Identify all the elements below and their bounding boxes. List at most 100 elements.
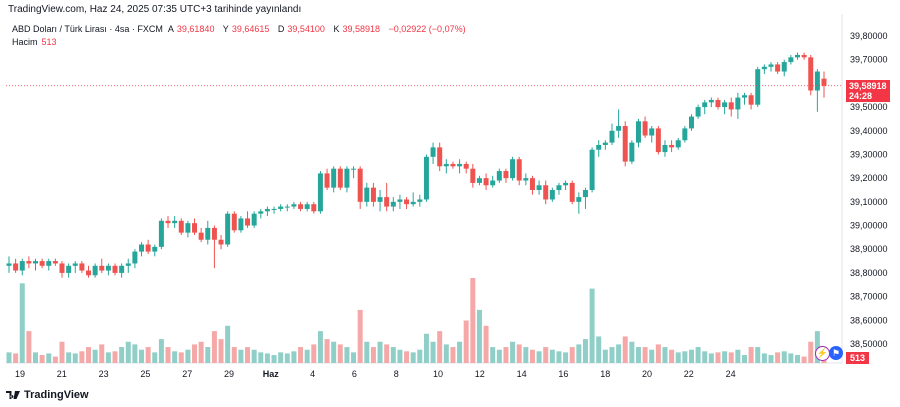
candle-body <box>715 99 721 108</box>
volume-bar <box>410 352 416 363</box>
volume-bar <box>6 352 12 363</box>
candle-body <box>145 244 151 252</box>
volume-bar <box>443 344 449 363</box>
candle-body <box>384 197 390 207</box>
volume-bar <box>178 352 184 363</box>
volume-bar <box>317 331 323 363</box>
candle-body <box>602 142 608 145</box>
volume-bar <box>483 325 489 363</box>
volume-bar <box>642 347 648 363</box>
candle-body <box>278 206 284 209</box>
x-tick-label: 27 <box>182 369 192 379</box>
candle-body <box>669 144 675 148</box>
candle-body <box>529 178 535 190</box>
volume-bar <box>145 347 151 363</box>
volume-bar <box>781 351 787 363</box>
x-tick-label: 19 <box>15 369 25 379</box>
volume-bar <box>735 349 741 363</box>
volume-bar <box>708 353 714 363</box>
volume-bar <box>72 353 78 363</box>
candle-body <box>324 173 330 188</box>
candle-body <box>523 178 529 181</box>
candle-body <box>337 168 343 188</box>
volume-bar <box>516 344 522 363</box>
y-tick-label: 38,60000 <box>850 315 888 325</box>
volume-bar <box>602 349 608 363</box>
volume-bar <box>775 352 781 363</box>
bar-countdown: 24:28 <box>849 90 873 101</box>
candle-body <box>808 57 814 91</box>
candle-body <box>496 171 502 181</box>
volume-bar <box>662 347 668 363</box>
volume-bar <box>695 347 701 363</box>
volume-bar <box>616 344 622 363</box>
symbol-name[interactable]: ABD Doları / Türk Lirası · 4sa · FXCM <box>12 24 163 34</box>
candle-body <box>417 199 423 202</box>
flag-event-icon[interactable]: ⚑ <box>829 346 843 360</box>
candle-body <box>264 208 270 212</box>
candle-body <box>649 128 655 136</box>
candle-body <box>304 204 310 209</box>
volume-bar <box>741 355 747 363</box>
y-tick-label: 39,40000 <box>850 126 888 136</box>
volume-bar <box>46 353 52 363</box>
candle-body <box>821 78 827 86</box>
volume-bar <box>52 356 58 363</box>
volume-legend: Hacim 513 <box>12 37 57 47</box>
tradingview-logo-icon <box>6 391 20 399</box>
volume-bar <box>423 333 429 363</box>
volume-bar <box>337 344 343 363</box>
y-tick-label: 39,10000 <box>850 197 888 207</box>
volume-bar <box>688 349 694 363</box>
volume-bar <box>377 341 383 363</box>
candle-body <box>629 142 635 162</box>
candle-body <box>728 102 734 110</box>
volume-bar <box>298 347 304 363</box>
x-tick-label: 29 <box>224 369 234 379</box>
volume-label[interactable]: Hacim <box>12 37 38 47</box>
last-price-tag: 39,58918 24:28 <box>846 79 890 102</box>
candle-body <box>470 168 476 183</box>
volume-bar <box>569 347 575 363</box>
volume-value: 513 <box>41 37 57 47</box>
candle-body <box>198 232 204 240</box>
candle-body <box>298 204 304 209</box>
high-label: Y <box>222 24 229 34</box>
candle-body <box>125 263 131 266</box>
candle-body <box>172 220 178 224</box>
volume-bar <box>357 309 363 363</box>
candle-body <box>258 211 264 214</box>
tradingview-footer[interactable]: TradingView <box>6 389 89 401</box>
volume-bar <box>761 353 767 363</box>
candle-body <box>370 187 376 202</box>
candle-body <box>437 147 443 167</box>
volume-bar <box>231 347 237 363</box>
candle-body <box>39 261 45 266</box>
candle-body <box>635 121 641 143</box>
candle-body <box>543 185 549 200</box>
candle-body <box>775 64 781 72</box>
candle-body <box>814 71 820 91</box>
volume-bar <box>185 349 191 363</box>
volume-bar <box>278 352 284 363</box>
volume-bar <box>629 341 635 363</box>
volume-bar <box>490 347 496 363</box>
volume-bar <box>556 351 562 363</box>
candle-body <box>165 220 171 224</box>
volume-bar <box>801 356 807 363</box>
candle-body <box>99 265 105 271</box>
candle-body <box>291 204 297 207</box>
lightning-event-icon[interactable]: ⚡ <box>815 346 830 361</box>
volume-bar <box>172 351 178 363</box>
close-label: K <box>333 24 340 34</box>
volume-bar <box>404 351 410 363</box>
volume-bar <box>271 355 277 363</box>
candle-body <box>331 168 337 188</box>
published-caption: TradingView.com, Haz 24, 2025 07:35 UTC+… <box>8 4 302 15</box>
candle-body <box>66 265 72 273</box>
volume-bar <box>86 347 92 363</box>
volume-bar <box>536 351 542 363</box>
candle-body <box>33 261 39 264</box>
candle-body <box>86 270 92 276</box>
